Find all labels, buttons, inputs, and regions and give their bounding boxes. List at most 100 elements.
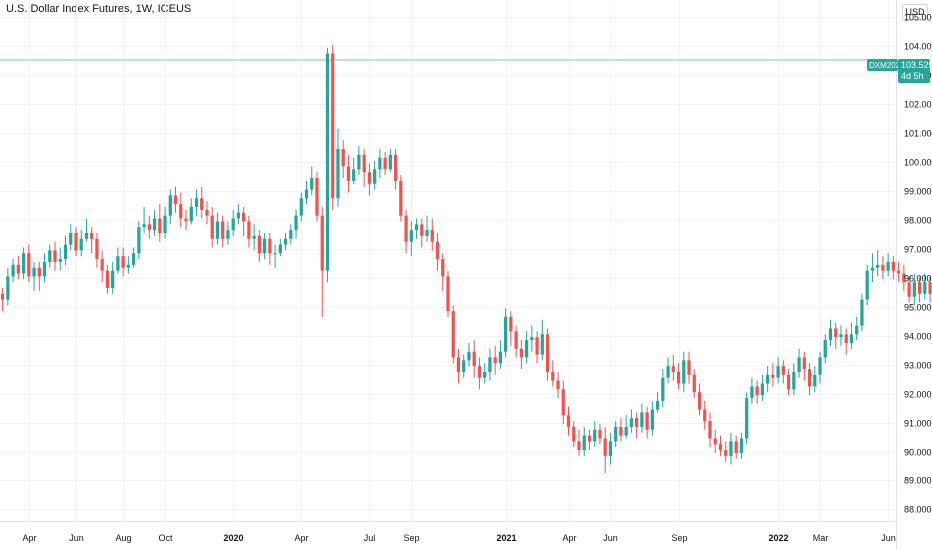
- candle-body: [603, 438, 607, 456]
- candle: [210, 206, 214, 248]
- candle-body: [179, 204, 183, 219]
- candle-body: [184, 218, 188, 222]
- candle: [200, 186, 204, 219]
- candle: [807, 363, 812, 396]
- candle: [524, 331, 529, 364]
- y-tick-label: 90.000: [904, 448, 932, 458]
- candle-body: [928, 282, 932, 294]
- candle: [116, 247, 120, 274]
- candle-body: [477, 366, 482, 378]
- currency-button[interactable]: USD: [902, 4, 928, 20]
- candle: [781, 360, 785, 384]
- candle: [430, 218, 434, 251]
- candle: [535, 331, 539, 364]
- y-tick-label: 100.000: [904, 158, 932, 168]
- y-axis: 88.000 89.000 90.000 91.000 92.000 93.000 94.0…: [904, 13, 932, 515]
- candle: [189, 198, 193, 225]
- candle-body: [530, 337, 534, 341]
- candle-body: [137, 227, 141, 254]
- candle: [90, 227, 94, 254]
- candle-body: [268, 238, 272, 254]
- candle: [629, 409, 634, 433]
- candle: [587, 429, 592, 451]
- candle: [325, 47, 330, 283]
- y-tick-label: 99.000: [904, 187, 932, 197]
- candle: [477, 357, 482, 390]
- candle-body: [21, 253, 26, 274]
- candle-body: [409, 230, 413, 242]
- price-label: 103.525: [901, 60, 932, 70]
- candle-body: [776, 366, 780, 378]
- candle: [556, 371, 560, 398]
- candle: [514, 325, 518, 358]
- candle-body: [849, 334, 854, 343]
- candle: [58, 247, 62, 271]
- candle-body: [488, 357, 492, 372]
- candle: [687, 351, 691, 384]
- candle: [666, 357, 670, 384]
- candle: [16, 256, 20, 280]
- candle-body: [16, 264, 20, 274]
- candle-body: [152, 218, 157, 231]
- candle-body: [593, 429, 597, 442]
- candle: [373, 160, 377, 190]
- candle: [451, 305, 455, 364]
- candle: [414, 218, 419, 239]
- candle-body: [341, 149, 345, 167]
- x-tick-label: Sep: [671, 533, 687, 543]
- candle-body: [215, 221, 220, 239]
- candle: [766, 366, 770, 393]
- candle-body: [158, 218, 162, 234]
- candle: [561, 380, 565, 425]
- candle-body: [446, 276, 450, 312]
- candle: [173, 186, 178, 213]
- candle-body: [378, 157, 382, 170]
- candle-body: [221, 221, 225, 239]
- candle-body: [566, 415, 571, 427]
- candle-body: [393, 154, 398, 181]
- candle-body: [504, 316, 508, 352]
- candle-body: [27, 253, 31, 277]
- candle-body: [682, 360, 686, 384]
- candle: [577, 429, 581, 456]
- candle: [902, 264, 906, 291]
- candle: [221, 215, 225, 248]
- candle: [184, 209, 188, 231]
- y-tick-label: 95.000: [904, 303, 932, 313]
- candle: [378, 149, 382, 179]
- candle-body: [802, 357, 806, 370]
- candle-body: [6, 276, 10, 300]
- candle: [79, 230, 83, 257]
- symbol-label: DXM2022: [869, 61, 905, 70]
- candle-body: [561, 389, 565, 416]
- candle-body: [703, 409, 707, 422]
- candle-body: [755, 386, 759, 396]
- candle: [603, 426, 607, 474]
- candle-body: [105, 270, 110, 288]
- candle: [896, 261, 901, 283]
- candle-body: [781, 366, 785, 375]
- candle: [362, 149, 366, 187]
- x-tick-label: Jul: [364, 533, 376, 543]
- candle-body: [870, 267, 875, 271]
- candle-body: [252, 235, 256, 239]
- candle-body: [325, 53, 330, 271]
- candle: [37, 261, 41, 291]
- candle-body: [766, 374, 770, 384]
- y-tick-label: 93.000: [904, 361, 932, 371]
- candle-body: [823, 340, 827, 358]
- candle: [278, 238, 282, 257]
- candle: [483, 363, 487, 384]
- candle-body: [257, 235, 261, 254]
- candle: [467, 342, 471, 367]
- candle: [881, 256, 885, 280]
- candle-body: [425, 230, 429, 236]
- candle: [21, 247, 26, 280]
- candle: [273, 244, 277, 268]
- candle: [598, 424, 602, 445]
- candle-body: [535, 337, 539, 355]
- candle: [268, 233, 272, 265]
- candle-body: [745, 397, 749, 439]
- x-axis: Apr Jun Aug Oct 2020 Apr Jul Sep 2021 Apr Jun Sep 20…: [22, 533, 895, 543]
